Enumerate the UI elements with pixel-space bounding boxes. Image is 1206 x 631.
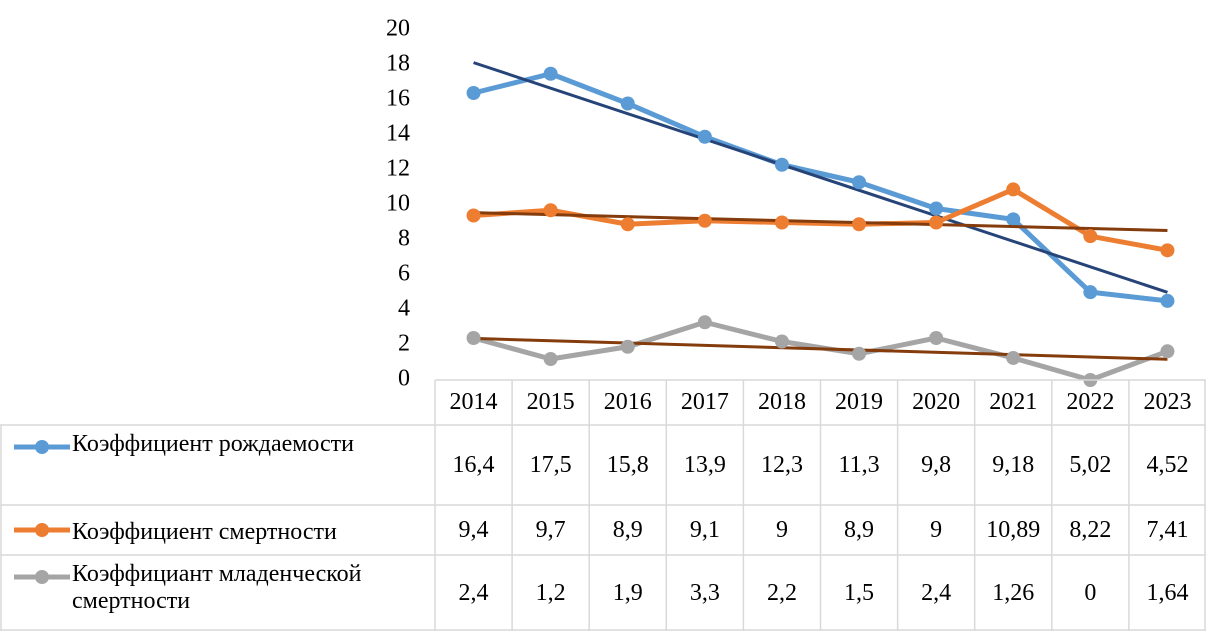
marker (466, 86, 481, 100)
marker (1006, 212, 1021, 227)
y-tick-label: 16 (386, 86, 410, 112)
data-table-value: 9,1 (689, 516, 720, 543)
x-tick-label: 2016 (603, 389, 652, 415)
marker (620, 339, 635, 354)
data-table-value: 10,89 (986, 516, 1041, 543)
y-tick-label: 2 (398, 331, 410, 357)
marker (1160, 344, 1175, 359)
legend-label: Коэффициент рождаемости (72, 431, 355, 457)
x-tick-label: 2023 (1143, 389, 1192, 415)
data-table-value: 2,4 (458, 579, 489, 606)
data-table-value: 8,9 (844, 516, 875, 543)
y-tick-label: 4 (398, 296, 410, 322)
x-tick-label: 2017 (680, 389, 729, 415)
marker (774, 215, 789, 230)
marker (620, 96, 635, 111)
trendline (473, 211, 1168, 233)
marker (929, 201, 944, 216)
data-table-value: 12,3 (760, 451, 803, 478)
data-table-value: 15,8 (606, 451, 649, 478)
marker (852, 175, 867, 190)
data-table-value: 17,5 (529, 451, 572, 478)
marker (1083, 229, 1098, 244)
data-table-value: 1,5 (844, 579, 875, 606)
data-table-value: 8,9 (612, 516, 643, 543)
y-tick-label: 6 (398, 261, 410, 287)
data-table-value: 11,3 (838, 451, 880, 478)
data-table-value: 1,26 (992, 579, 1035, 606)
marker (852, 217, 867, 232)
series-line (473, 186, 1168, 253)
data-table-value: 9,7 (535, 516, 566, 543)
x-tick-label: 2015 (526, 389, 575, 415)
marker (929, 215, 944, 230)
marker (1006, 350, 1021, 365)
data-table-value: 1,2 (535, 579, 566, 606)
marker (774, 334, 789, 349)
data-table-value: 3,3 (689, 579, 720, 606)
data-table-value: 0 (1084, 579, 1097, 606)
y-tick-label: 20 (386, 16, 410, 42)
marker (543, 203, 558, 218)
marker (543, 66, 558, 81)
x-tick-label: 2014 (449, 389, 498, 415)
y-tick-label: 8 (398, 226, 410, 252)
data-table-value: 7,41 (1146, 516, 1189, 543)
x-tick-label: 2020 (912, 389, 961, 415)
data-table-value: 9,4 (458, 516, 489, 543)
marker (1160, 293, 1175, 308)
data-table-value: 1,64 (1146, 579, 1189, 606)
legend-marker (35, 440, 49, 454)
legend-marker (35, 523, 49, 537)
y-tick-label: 12 (386, 156, 410, 182)
data-table-value: 16,4 (452, 451, 495, 478)
marker (543, 352, 558, 366)
legend-label: Коэффициант младенческой смертности (72, 561, 362, 614)
trendline (473, 336, 1168, 361)
y-tick-label: 0 (398, 366, 410, 392)
x-tick-label: 2018 (757, 389, 806, 415)
data-table-value: 9,18 (992, 451, 1035, 478)
data-table-value: 9,8 (921, 451, 952, 478)
y-tick-label: 14 (386, 121, 410, 147)
marker (1006, 182, 1021, 197)
marker (620, 217, 635, 232)
data-table-value: 2,4 (921, 579, 952, 606)
x-tick-label: 2022 (1066, 389, 1115, 415)
x-tick-label: 2021 (989, 389, 1038, 415)
marker (466, 331, 481, 345)
data-table-value: 2,2 (766, 579, 797, 606)
marker (697, 315, 712, 330)
legend-label: Коэффициент смертности (72, 518, 337, 545)
data-table-value: 4,52 (1146, 451, 1189, 478)
data-table-value: 1,9 (612, 579, 643, 606)
data-table-value: 5,02 (1069, 451, 1112, 478)
data-table-value: 9 (930, 516, 943, 543)
marker (1160, 243, 1175, 258)
trendline (473, 61, 1168, 294)
marker (1083, 285, 1098, 300)
x-tick-label: 2019 (835, 389, 884, 415)
marker (697, 129, 712, 144)
legend-marker (35, 570, 49, 584)
data-table-value: 9 (775, 516, 788, 543)
data-table-value: 8,22 (1069, 516, 1112, 543)
series-line (472, 71, 1168, 304)
series-line (472, 319, 1169, 383)
marker (697, 213, 712, 228)
y-tick-label: 18 (386, 51, 410, 77)
marker (774, 157, 789, 172)
marker (466, 208, 481, 223)
y-tick-label: 10 (386, 191, 410, 217)
marker (852, 346, 867, 361)
marker (929, 331, 944, 345)
data-table-value: 13,9 (683, 451, 726, 478)
